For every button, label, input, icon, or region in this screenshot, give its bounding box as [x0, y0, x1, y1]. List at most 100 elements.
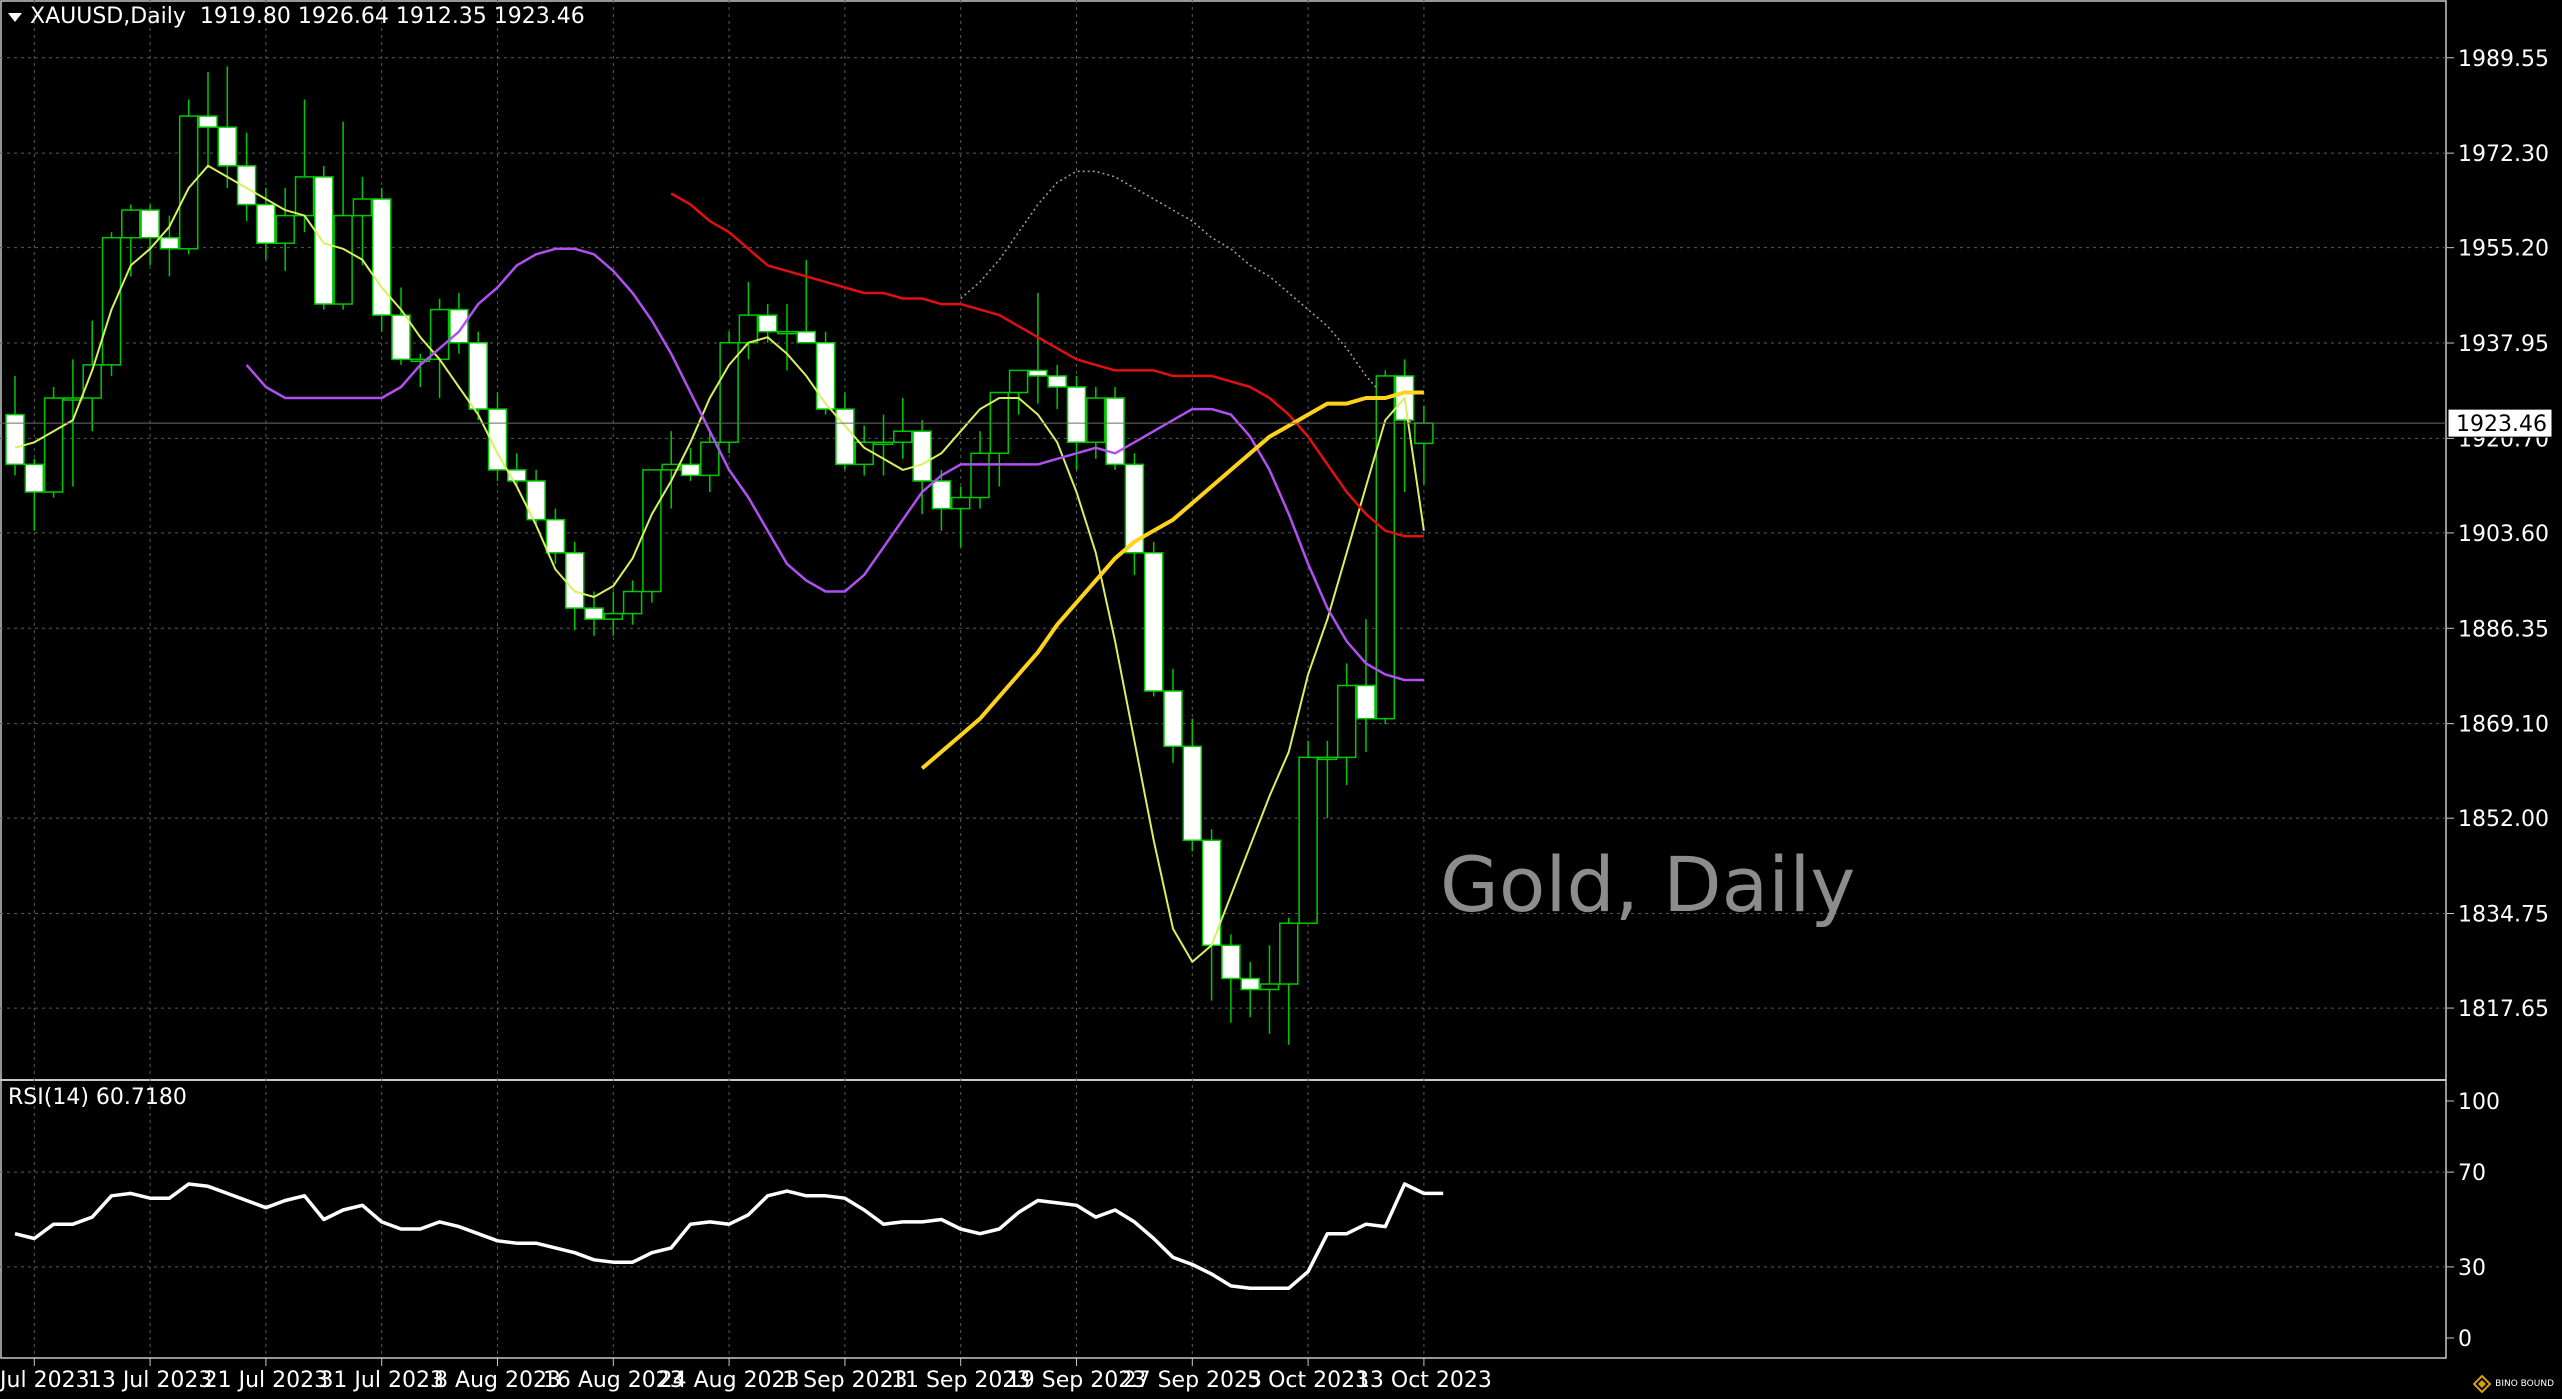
candle: [873, 414, 894, 476]
y-tick-label: 1834.75: [2458, 903, 2549, 928]
ohlc-values: 1919.80 1926.64 1912.35 1923.46: [199, 4, 585, 29]
candle-body: [140, 209, 160, 239]
candle-body: [314, 176, 334, 305]
ma-layer: [14, 164, 1425, 963]
x-tick-label: 8 Aug 2023: [434, 1368, 561, 1393]
candle: [642, 469, 662, 603]
axes: 1989.551972.301955.201937.951920.701903.…: [0, 47, 2553, 1393]
x-tick-label: 1 Sep 2023: [782, 1368, 907, 1393]
candle-body: [815, 341, 836, 410]
y-tick-label: 1937.95: [2458, 332, 2549, 357]
candle-body: [1124, 463, 1145, 554]
candle-body: [487, 408, 508, 471]
candle-body: [777, 330, 797, 335]
candle: [1298, 740, 1318, 924]
candle: [507, 453, 527, 487]
candle-body: [1279, 922, 1299, 985]
ma-fast-line: [14, 164, 1425, 963]
candle: [1394, 359, 1415, 493]
watermark: Gold, Daily: [1440, 840, 1856, 929]
candle: [1201, 829, 1222, 1001]
rsi-tick-label: 100: [2458, 1090, 2500, 1115]
candle: [333, 121, 353, 310]
x-tick-label: 5 Jul 2023: [0, 1368, 90, 1393]
candle: [1105, 386, 1125, 470]
candle-body: [931, 480, 952, 510]
candle: [1047, 364, 1067, 410]
rsi-label: RSI(14) 60.7180: [8, 1085, 187, 1110]
candle: [1124, 453, 1145, 575]
brand-logo: BINO BOUND: [2473, 1375, 2554, 1393]
collapse-triangle-icon[interactable]: [8, 12, 22, 22]
candle: [1240, 961, 1260, 1018]
y-tick-label: 1869.10: [2458, 713, 2549, 738]
x-tick-label: 16 Aug 2023: [543, 1368, 684, 1393]
candle-body: [507, 469, 527, 482]
candle-body: [1182, 745, 1203, 842]
candle-body: [950, 496, 971, 510]
candle-body: [294, 176, 315, 217]
candle-body: [545, 518, 566, 554]
x-tick-label: 13 Oct 2023: [1356, 1368, 1492, 1393]
rsi-layer: [14, 1182, 1444, 1290]
candle: [1317, 740, 1338, 819]
candle-body: [217, 126, 238, 167]
x-tick-label: 13 Jul 2023: [88, 1368, 213, 1393]
current-price-label: 1923.46: [2456, 412, 2547, 437]
candle: [236, 132, 257, 222]
candle: [487, 392, 508, 481]
candle: [1221, 934, 1241, 1023]
candle-body: [256, 203, 276, 244]
candle-body: [198, 115, 218, 128]
candle-body: [1259, 983, 1280, 991]
candle: [217, 66, 238, 188]
candle-body: [82, 364, 102, 399]
candle-body: [757, 314, 778, 333]
symbol-label: XAUUSD,Daily: [30, 4, 186, 29]
x-tick-label: 27 Sep 2023: [1123, 1368, 1262, 1393]
candle: [777, 304, 797, 371]
rsi-line: [14, 1182, 1444, 1290]
candle-body: [603, 612, 624, 620]
candle: [796, 259, 817, 344]
candle-body: [468, 341, 488, 410]
candle: [584, 591, 604, 636]
candle-body: [584, 607, 604, 620]
candle-body: [275, 214, 295, 244]
candle: [275, 187, 295, 271]
candle-body: [1086, 397, 1106, 444]
candle-body: [121, 209, 141, 239]
candle-body: [1240, 977, 1260, 991]
candle-body: [333, 214, 353, 305]
candle-body: [700, 441, 720, 477]
rsi-tick-label: 70: [2458, 1161, 2486, 1186]
candle: [893, 398, 913, 459]
x-tick-label: 21 Jul 2023: [204, 1368, 329, 1393]
x-tick-label: 24 Aug 2023: [659, 1368, 800, 1393]
y-tick-label: 1817.65: [2458, 997, 2549, 1022]
candle-body: [63, 397, 83, 401]
ma-gold-line: [920, 390, 1424, 770]
x-tick-label: 19 Sep 2023: [1007, 1368, 1146, 1393]
candle: [1008, 369, 1029, 415]
chart-header: XAUUSD,Daily 1919.80 1926.64 1912.35 192…: [8, 4, 585, 29]
candle: [198, 71, 218, 166]
candle: [1375, 370, 1396, 725]
candle: [352, 176, 373, 266]
candle: [950, 486, 971, 548]
candle-body: [893, 430, 913, 444]
candles-layer: [5, 66, 1434, 1045]
candle: [410, 353, 431, 387]
candle: [1182, 718, 1203, 852]
candle-body: [796, 330, 817, 344]
ma-purple-line: [245, 247, 1424, 682]
candle-body: [1066, 386, 1087, 444]
candle-body: [1143, 552, 1164, 692]
candle: [1028, 292, 1048, 404]
candle: [815, 331, 836, 415]
candle-body: [1163, 690, 1183, 748]
candle-body: [352, 198, 373, 217]
candle-body: [178, 115, 199, 250]
candle: [680, 447, 701, 481]
candle: [835, 392, 855, 470]
